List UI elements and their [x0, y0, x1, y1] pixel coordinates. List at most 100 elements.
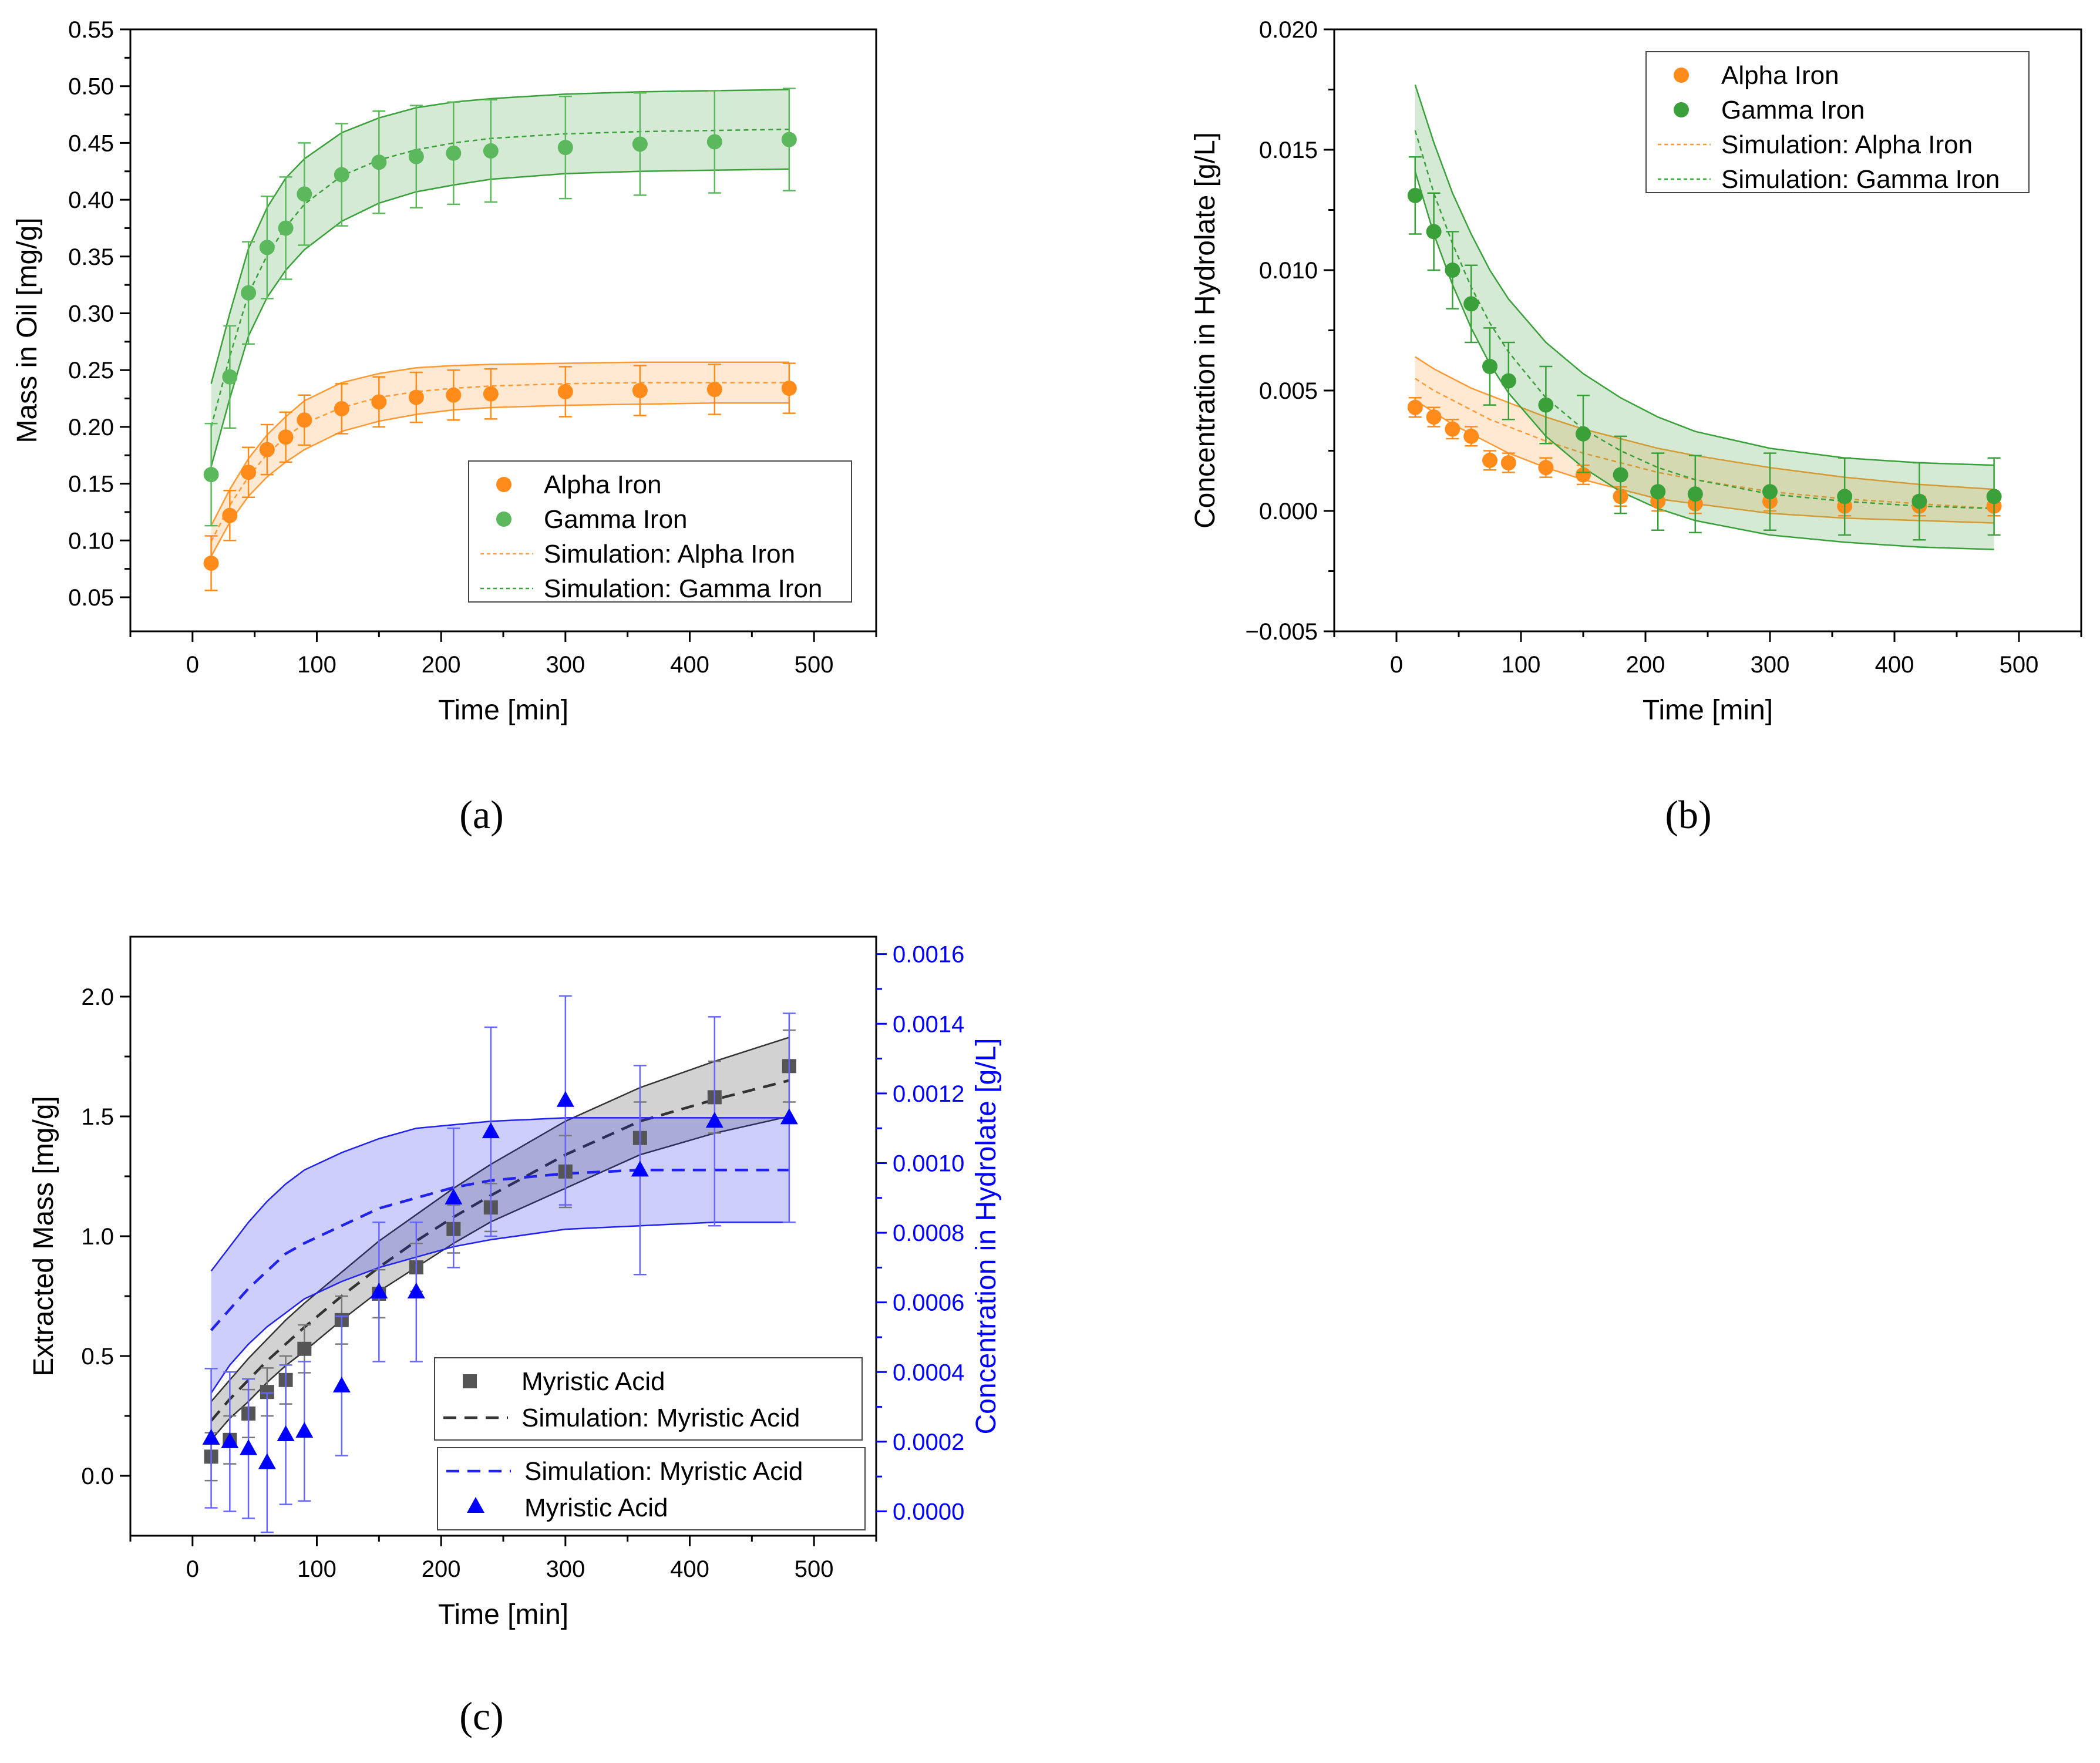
y-tick-label: 0.30: [68, 301, 114, 327]
x-tick-label: 400: [670, 652, 709, 678]
legend-label: Myristic Acid: [524, 1493, 668, 1522]
data-point: [278, 429, 294, 445]
legend-label: Simulation: Gamma Iron: [1721, 165, 2000, 194]
data-square: [297, 1341, 312, 1356]
data-triangle: [202, 1428, 220, 1445]
y-tick-label: 0.20: [68, 415, 114, 440]
legend-box-left-axis: [434, 1357, 863, 1441]
data-point: [1538, 460, 1554, 476]
legend-box: [1645, 51, 2030, 193]
data-point: [408, 389, 424, 405]
y2-tick-label: 0.0006: [893, 1290, 964, 1316]
y-tick-label: 2.0: [81, 984, 114, 1010]
y-axis-title: Extracted Mass [mg/g]: [28, 1096, 59, 1377]
data-point: [1986, 489, 2002, 504]
data-point: [297, 186, 312, 202]
legend-marker: [463, 1374, 477, 1388]
data-point: [483, 143, 499, 159]
data-triangle: [556, 1091, 574, 1107]
data-triangle: [631, 1160, 649, 1177]
x-tick-label: 300: [1751, 652, 1790, 678]
data-point: [1911, 493, 1927, 509]
data-point: [1837, 489, 1853, 504]
x-tick-label: 200: [422, 1556, 461, 1582]
confidence-band: [1415, 356, 1994, 523]
panel-label: (b): [1665, 792, 1711, 837]
data-point: [1426, 224, 1442, 240]
y2-tick-label: 0.0000: [893, 1499, 964, 1525]
data-point: [706, 382, 722, 398]
x-tick-label: 100: [297, 1556, 336, 1582]
y-tick-label: 0.005: [1259, 378, 1318, 404]
y-tick-label: 0.10: [68, 528, 114, 554]
band-upper-line: [210, 361, 789, 526]
data-point: [1407, 399, 1423, 415]
data-point: [1445, 263, 1460, 278]
y-tick-label: 0.45: [68, 130, 114, 156]
y-tick-label: 0.5: [81, 1344, 114, 1370]
y2-tick-label: 0.0008: [893, 1220, 964, 1246]
y-tick-label: 0.000: [1259, 499, 1318, 524]
data-point: [297, 412, 312, 428]
data-point: [259, 240, 275, 255]
x-axis-title: Time [min]: [438, 1599, 568, 1630]
y2-axis-title: Concentration in Hydrolate [g/L]: [971, 1038, 1002, 1434]
x-tick-label: 100: [297, 652, 336, 678]
y-tick-label: 0.0: [81, 1463, 114, 1489]
data-point: [557, 140, 573, 156]
data-triangle: [370, 1282, 388, 1298]
data-point: [781, 381, 797, 396]
data-triangle: [295, 1422, 314, 1438]
data-point: [446, 145, 462, 161]
data-point: [1482, 452, 1497, 468]
data-point: [371, 154, 387, 170]
x-tick-label: 500: [795, 1556, 834, 1582]
x-tick-label: 0: [186, 652, 199, 678]
x-tick-label: 0: [1390, 652, 1403, 678]
data-point: [334, 167, 349, 183]
data-point: [483, 386, 499, 402]
y-tick-label: 0.010: [1259, 258, 1318, 284]
x-tick-label: 500: [795, 652, 834, 678]
data-triangle: [277, 1425, 295, 1442]
legend-marker: [1674, 102, 1689, 117]
x-tick-label: 200: [422, 652, 461, 678]
y-tick-label: 0.40: [68, 187, 114, 213]
panel-label: (c): [459, 1694, 503, 1738]
y-tick-label: −0.005: [1246, 619, 1318, 645]
panel-label: (a): [459, 792, 503, 837]
simulation-line: [210, 1169, 789, 1331]
y-tick-label: 0.25: [68, 358, 114, 383]
data-point: [1500, 373, 1516, 389]
data-triangle: [780, 1108, 798, 1125]
confidence-band: [211, 362, 789, 557]
legend-marker: [1674, 68, 1689, 83]
confidence-band: [211, 1118, 789, 1393]
panel-a-mass-in-oil-chart: 0 100 200 300 400 500 0.05 0.10 0.15 0.20 0.25 0.30…: [12, 17, 877, 837]
legend-label: Simulation: Gamma Iron: [544, 574, 822, 603]
band-upper-line: [210, 1117, 789, 1272]
data-point: [1445, 421, 1460, 437]
data-point: [1463, 428, 1479, 444]
x-tick-label: 100: [1502, 652, 1541, 678]
x-axis-title: Time [min]: [438, 695, 568, 726]
data-point: [241, 285, 257, 301]
data-point: [1613, 467, 1628, 483]
data-point: [278, 220, 294, 236]
data-point: [557, 383, 573, 399]
data-triangle: [258, 1453, 276, 1469]
simulation-line: [210, 1079, 790, 1422]
data-point: [222, 507, 238, 523]
legend-label: Simulation: Alpha Iron: [1721, 130, 1973, 159]
data-point: [1463, 296, 1479, 312]
data-point: [446, 387, 462, 403]
data-point: [1687, 486, 1703, 502]
x-tick-label: 500: [2000, 652, 2039, 678]
data-point: [1576, 467, 1591, 483]
legend-label: Simulation: Myristic Acid: [521, 1404, 800, 1432]
data-point: [259, 442, 275, 457]
legend-label: Gamma Iron: [544, 505, 688, 534]
x-axis-title: Time [min]: [1643, 695, 1773, 726]
data-point: [632, 136, 648, 152]
data-point: [1762, 484, 1778, 500]
